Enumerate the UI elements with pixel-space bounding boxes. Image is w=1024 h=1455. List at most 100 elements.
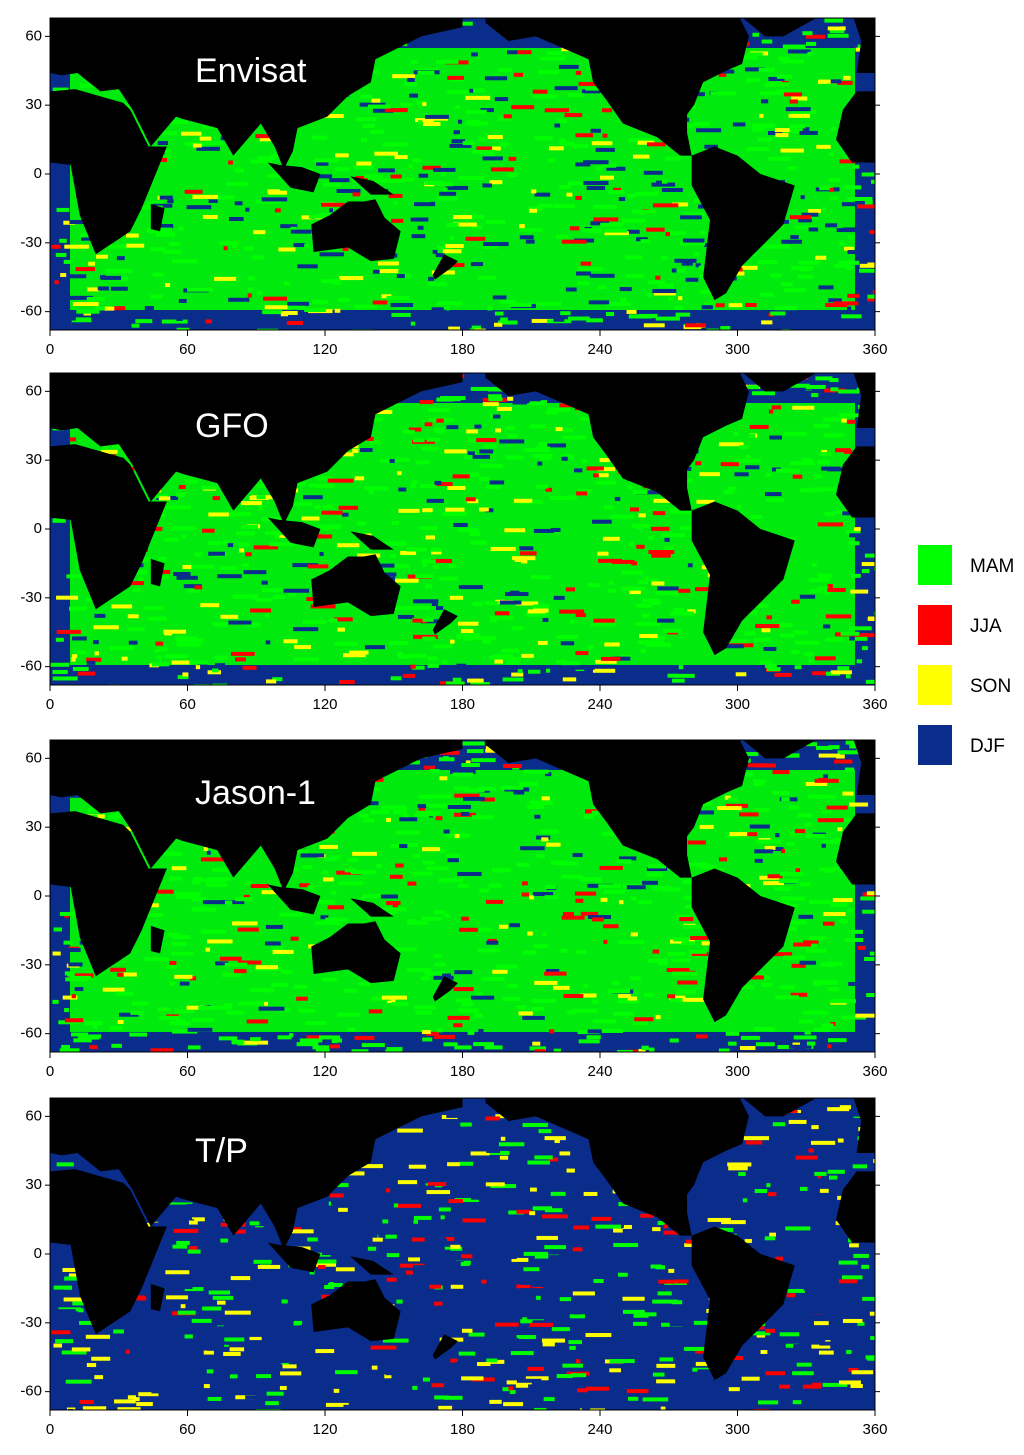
season-patch: [461, 916, 469, 921]
season-patch: [212, 683, 228, 685]
season-patch: [54, 200, 68, 205]
season-patch: [63, 259, 72, 264]
season-patch: [228, 620, 252, 625]
season-patch: [509, 303, 532, 308]
season-patch: [172, 1244, 188, 1249]
panel-title: Jason-1: [195, 774, 316, 812]
season-patch: [538, 1129, 552, 1134]
season-patch: [464, 1353, 487, 1358]
season-patch: [533, 767, 539, 772]
season-patch: [102, 445, 110, 450]
season-patch: [755, 624, 780, 629]
season-patch: [397, 1128, 423, 1133]
season-patch: [169, 1198, 196, 1203]
season-patch: [792, 1042, 801, 1047]
season-patch: [264, 1001, 269, 1006]
season-patch: [132, 1001, 149, 1006]
season-patch: [837, 1138, 844, 1143]
season-patch: [506, 660, 520, 665]
season-patch: [752, 32, 760, 37]
season-patch: [781, 59, 804, 64]
season-patch: [517, 1238, 533, 1243]
season-patch: [556, 659, 567, 664]
season-patch: [386, 1253, 400, 1258]
season-patch: [847, 250, 873, 255]
season-patch: [498, 320, 518, 325]
season-patch: [86, 657, 102, 662]
season-patch: [161, 569, 171, 574]
season-patch: [239, 548, 245, 553]
season-patch: [414, 812, 436, 817]
season-patch: [221, 972, 241, 977]
season-patch: [808, 794, 822, 799]
season-patch: [774, 128, 790, 133]
season-patch: [293, 657, 320, 662]
season-patch: [184, 1287, 204, 1292]
season-patch: [864, 551, 874, 556]
season-patch: [575, 162, 591, 167]
season-patch: [506, 455, 524, 460]
season-patch: [293, 627, 319, 632]
season-patch: [513, 790, 525, 795]
season-patch: [434, 482, 453, 487]
season-patch: [328, 618, 338, 623]
season-patch: [844, 449, 853, 454]
season-patch: [609, 1381, 634, 1386]
season-patch: [194, 585, 203, 590]
season-patch: [823, 433, 844, 438]
season-patch: [695, 587, 721, 592]
season-patch: [384, 564, 409, 569]
season-patch: [537, 461, 543, 466]
season-patch: [188, 1246, 198, 1251]
season-patch: [699, 824, 714, 829]
season-patch: [242, 665, 257, 670]
season-patch: [399, 844, 408, 849]
season-patch: [458, 176, 485, 181]
season-patch: [787, 1221, 807, 1226]
season-patch: [664, 156, 681, 161]
season-patch: [312, 1045, 330, 1050]
season-patch: [586, 466, 604, 471]
season-patch: [67, 972, 75, 977]
season-patch: [829, 196, 839, 201]
season-patch: [592, 668, 616, 673]
season-patch: [385, 1188, 391, 1193]
season-patch: [808, 209, 821, 214]
season-patch: [237, 960, 262, 965]
season-patch: [687, 840, 706, 845]
season-patch: [499, 439, 525, 444]
season-patch: [265, 1401, 279, 1406]
season-patch: [192, 143, 202, 148]
season-patch: [412, 665, 425, 670]
season-patch: [684, 1346, 706, 1351]
season-patch: [398, 487, 407, 492]
season-patch: [213, 1319, 237, 1324]
season-patch: [554, 1139, 560, 1144]
season-patch: [402, 813, 410, 818]
season-patch: [352, 1341, 371, 1346]
season-patch: [744, 1238, 752, 1243]
season-patch: [559, 403, 572, 408]
season-patch: [698, 92, 705, 97]
season-patch: [679, 917, 694, 922]
season-patch: [319, 844, 338, 849]
season-patch: [467, 1030, 475, 1035]
season-patch: [667, 297, 673, 302]
season-patch: [717, 69, 735, 74]
season-patch: [509, 590, 520, 595]
season-patch: [335, 1370, 358, 1375]
season-patch: [458, 1351, 476, 1356]
season-patch: [144, 957, 169, 962]
season-patch: [269, 542, 296, 547]
season-patch: [61, 1250, 67, 1255]
season-patch: [185, 479, 198, 484]
season-patch: [837, 666, 850, 671]
season-patch: [146, 201, 163, 206]
season-patch: [400, 102, 413, 107]
season-patch: [462, 141, 475, 146]
season-patch: [382, 541, 407, 546]
season-patch: [516, 50, 532, 55]
season-patch: [511, 1257, 529, 1262]
season-patch: [71, 657, 76, 662]
season-patch: [166, 1212, 187, 1217]
